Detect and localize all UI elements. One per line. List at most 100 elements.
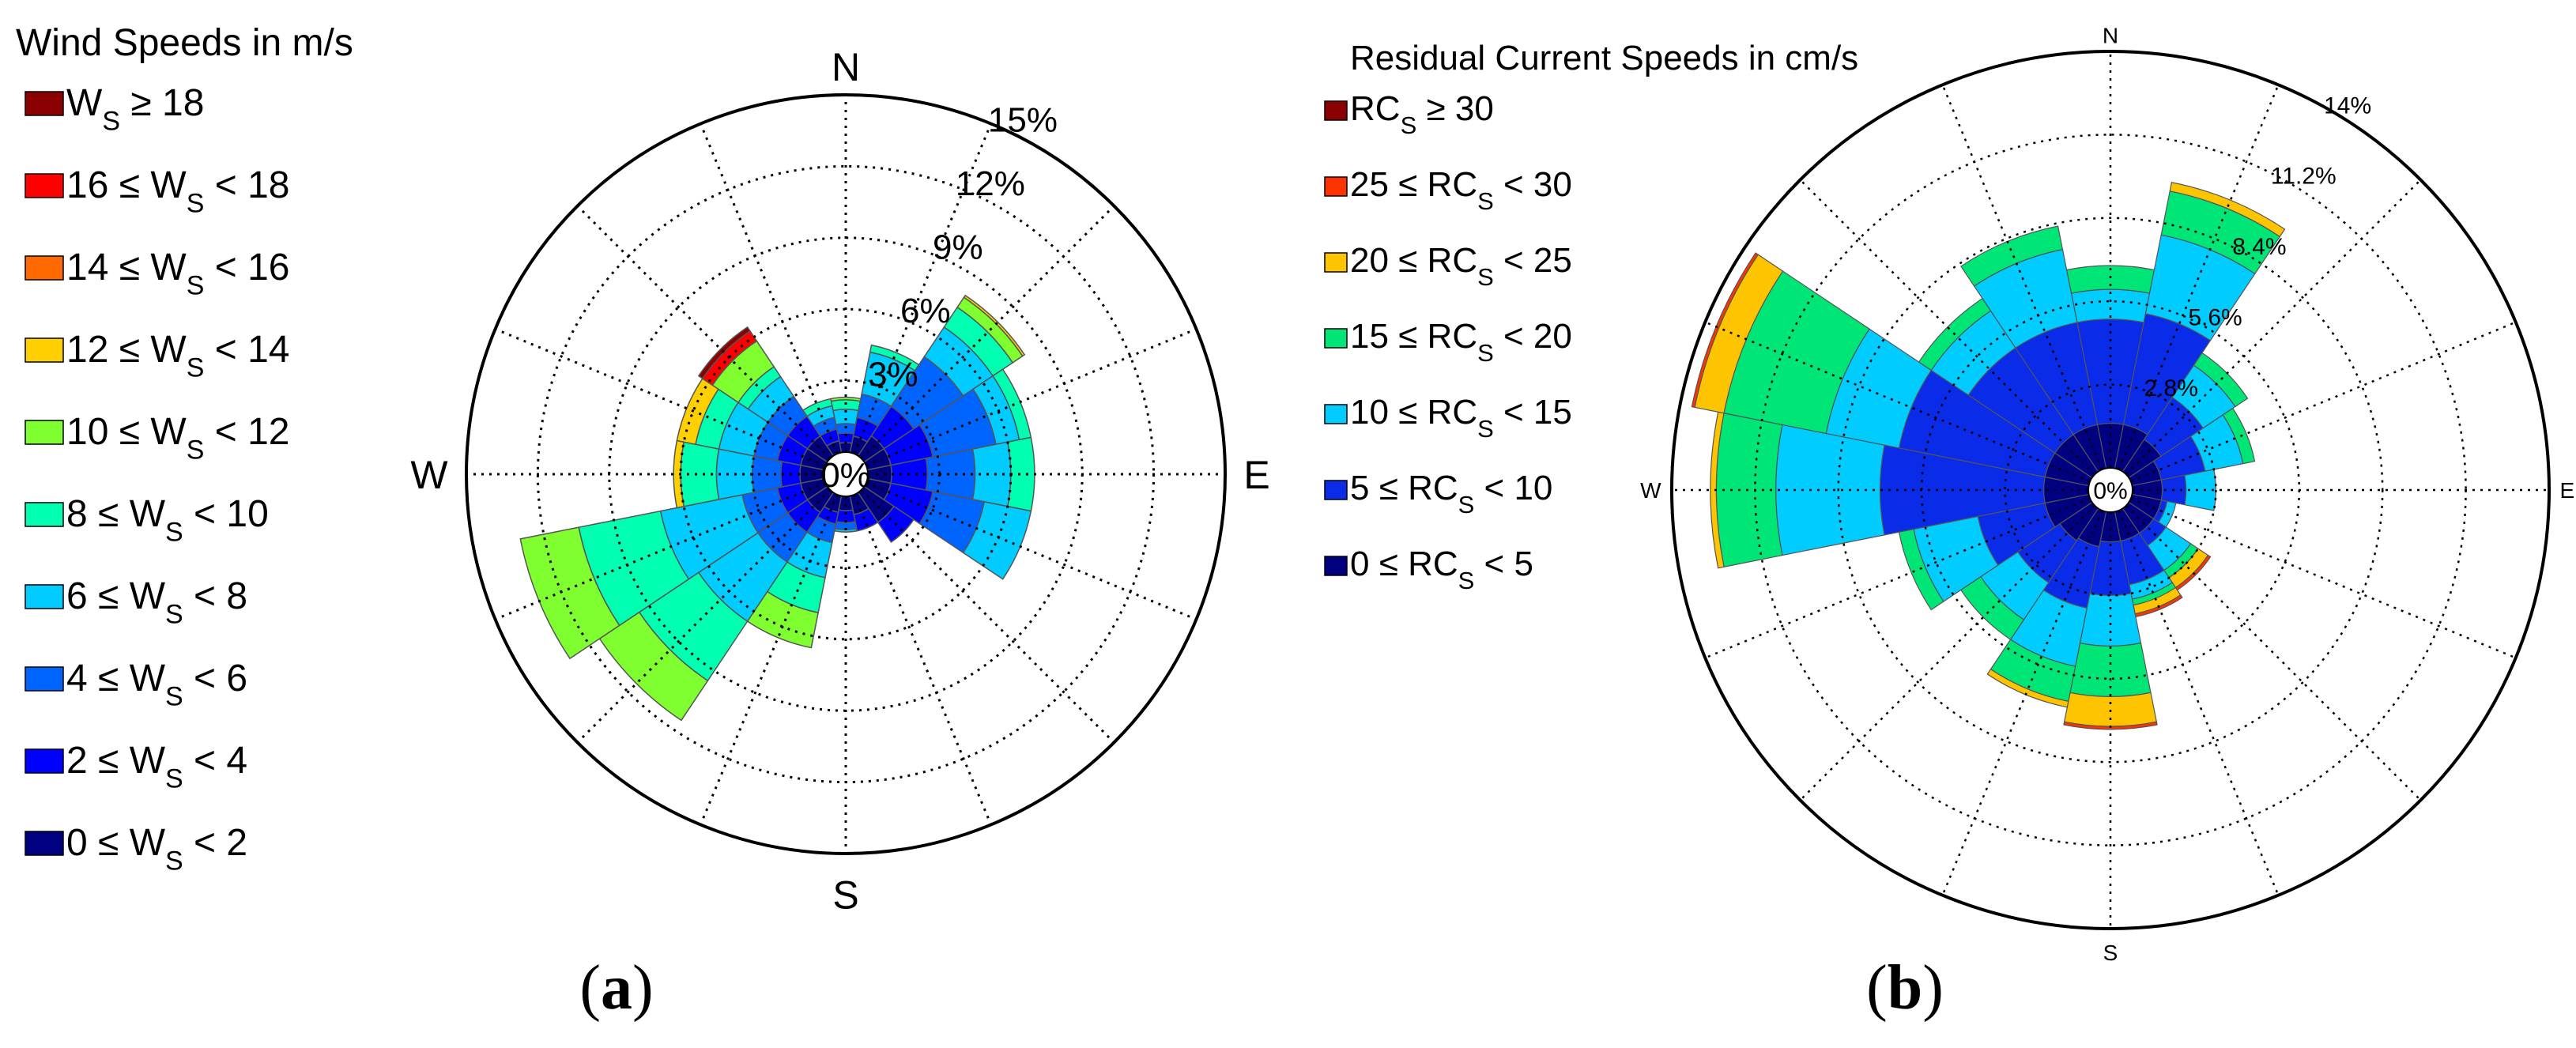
bar-n-bin-2	[835, 423, 857, 435]
compass-label-w: W	[410, 453, 448, 497]
radial-tick-label: 14%	[2324, 92, 2371, 119]
compass-label-n: N	[832, 45, 860, 89]
radial-tick-label: 12%	[956, 164, 1025, 203]
legend-item: 4 ≤ WS < 6	[25, 658, 247, 712]
legend-swatch	[25, 666, 64, 692]
legend-swatch	[1324, 100, 1348, 121]
legend-swatch	[1324, 252, 1348, 273]
panel-label: (a)	[579, 953, 653, 1023]
legend-item: 2 ≤ WS < 4	[25, 740, 247, 794]
chart-a: 0% 3% 6% 9% 12% 15% N E S W Wind Speeds in m/s WS ≥…	[16, 22, 1270, 1023]
legend-item: 12 ≤ WS < 14	[25, 329, 290, 383]
bar-n-bin-4	[830, 399, 862, 412]
radial-tick-label: 3%	[868, 356, 918, 394]
bar-ne-bin-6	[963, 294, 1026, 357]
compass-label-n: N	[2103, 24, 2118, 48]
radial-tick-label: 9%	[933, 228, 983, 266]
legend-swatch	[25, 831, 64, 856]
legend: WS ≥ 18 16 ≤ WS < 18 14 ≤ WS < 16 12 ≤ WS <…	[25, 82, 290, 876]
radial-tick-label: 11.2%	[2271, 164, 2337, 190]
legend-item: 16 ≤ WS < 18	[25, 164, 290, 219]
legend-swatch	[25, 173, 64, 198]
legend-label: 4 ≤ WS < 6	[66, 658, 247, 712]
chart-b: 0% 2.8% 5.6% 8.4% 11.2% 14% N E S W Residual Curre…	[1324, 24, 2575, 1023]
legend-swatch	[25, 255, 64, 281]
bar-s-bin-3	[2069, 642, 2152, 697]
center-label: 0%	[820, 456, 871, 495]
rose-center-hub	[2088, 467, 2133, 513]
bar-s-bin-4	[2063, 692, 2158, 727]
center-label: 0%	[2093, 478, 2127, 504]
bar-nnw-bin-4	[801, 398, 833, 417]
bar-e-bin-3	[971, 441, 1012, 507]
bar-ene-bin-3	[2222, 407, 2256, 465]
legend-swatch	[25, 748, 64, 774]
compass-label-w: W	[1640, 478, 1661, 503]
legend-label: 25 ≤ RCS < 30	[1350, 165, 1572, 215]
legend-label: 10 ≤ WS < 12	[66, 411, 290, 466]
legend-item: 5 ≤ RCS < 10	[1324, 469, 1552, 518]
grid-circle	[2004, 383, 2217, 597]
legend-swatch	[1324, 176, 1348, 197]
rose-center-hub	[823, 451, 869, 497]
legend-swatch	[25, 91, 64, 116]
legend-label: 16 ≤ WS < 18	[66, 164, 290, 219]
bar-wnw-bin-5	[1691, 252, 1759, 409]
legend-label: RCS ≥ 30	[1350, 89, 1494, 139]
bar-ne-bin-3	[2193, 352, 2249, 408]
legend-swatch	[25, 584, 64, 609]
bar-s-bin-5	[2063, 721, 2158, 730]
radial-tick-label: 6%	[900, 292, 951, 330]
bar-nnw-bin-3	[1960, 225, 2064, 287]
legend-label: 20 ≤ RCS < 25	[1350, 241, 1572, 291]
legend-swatch	[25, 420, 64, 445]
legend-item: 20 ≤ RCS < 25	[1324, 241, 1572, 291]
legend-label: 12 ≤ WS < 14	[66, 329, 290, 383]
legend-item: 10 ≤ RCS < 15	[1324, 393, 1572, 443]
legend-item: 8 ≤ WS < 10	[25, 493, 269, 548]
bar-w-bin-4	[680, 441, 720, 507]
bar-nne-bin-4	[2169, 182, 2286, 238]
legend-title: Wind Speeds in m/s	[16, 22, 353, 64]
legend: RCS ≥ 30 25 ≤ RCS < 30 20 ≤ RCS < 25 15 ≤ R…	[1324, 89, 1572, 594]
legend-swatch	[1324, 328, 1348, 349]
legend-title: Residual Current Speeds in cm/s	[1350, 39, 1858, 77]
legend-label: 6 ≤ WS < 8	[66, 575, 247, 630]
legend-item: 0 ≤ WS < 2	[25, 822, 247, 876]
radial-tick-label: 5.6%	[2188, 304, 2242, 330]
legend-item: RCS ≥ 30	[1324, 89, 1494, 139]
compass-label-e: E	[1243, 453, 1269, 497]
rose-grid	[466, 95, 1225, 854]
legend-label: 2 ≤ WS < 4	[66, 740, 247, 794]
bar-nw-bin-9	[697, 326, 752, 380]
radial-tick-label: 8.4%	[2232, 234, 2286, 260]
legend-item: 6 ≤ WS < 8	[25, 575, 247, 630]
legend-swatch	[25, 337, 64, 363]
legend-label: 15 ≤ RCS < 20	[1350, 317, 1572, 367]
rose-grid	[1672, 51, 2549, 929]
legend-label: 0 ≤ WS < 2	[66, 822, 247, 876]
legend-item: 25 ≤ RCS < 30	[1324, 165, 1572, 215]
bar-ssw-bin-4	[1986, 668, 2069, 708]
legend-label: 8 ≤ WS < 10	[66, 493, 269, 548]
compass-label-s: S	[832, 873, 858, 918]
legend-item: WS ≥ 18	[25, 82, 204, 137]
compass-label-e: E	[2560, 478, 2575, 503]
legend-swatch	[1324, 480, 1348, 500]
panel-label: (b)	[1866, 953, 1944, 1023]
legend-item: 10 ≤ WS < 12	[25, 411, 290, 466]
legend-label: 5 ≤ RCS < 10	[1350, 469, 1552, 518]
legend-swatch	[1324, 556, 1348, 576]
radial-tick-label: 15%	[988, 100, 1058, 139]
legend-label: 10 ≤ RCS < 15	[1350, 393, 1572, 443]
grid-circle	[1837, 217, 2384, 763]
legend-label: 14 ≤ WS < 16	[66, 247, 290, 301]
bar-w-bin-3	[1715, 413, 1783, 567]
legend-swatch	[25, 502, 64, 527]
bar-e-bin-2	[2184, 469, 2217, 511]
rose-bars	[519, 294, 1035, 722]
rose-bars	[1691, 182, 2286, 730]
radial-tick-label: 2.8%	[2144, 375, 2197, 401]
bar-w-bin-2	[1775, 424, 1885, 556]
